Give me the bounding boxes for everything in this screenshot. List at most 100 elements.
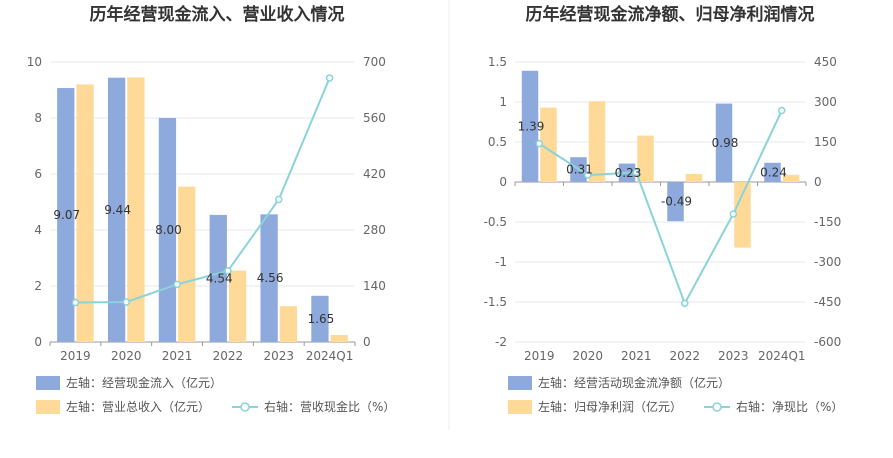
legend-line-marker <box>240 402 250 412</box>
bar-data-label: 0.98 <box>712 136 739 150</box>
left-axis-tick-label: -1 <box>495 255 507 269</box>
x-axis-tick-label: 2020 <box>111 349 142 363</box>
bar-secondary <box>588 101 606 182</box>
right-axis-tick-label: 560 <box>363 111 386 125</box>
ratio-point <box>729 210 737 218</box>
x-axis-tick-label: 2023 <box>263 349 294 363</box>
x-axis-tick-label: 2023 <box>718 349 749 363</box>
left-axis-tick-label: 2 <box>34 279 42 293</box>
bar-data-label: 9.07 <box>53 208 80 222</box>
bar-primary <box>764 162 781 182</box>
right-axis-tick-label: 0 <box>363 335 371 349</box>
left-axis-tick-label: 0.5 <box>488 135 507 149</box>
bar-primary <box>311 295 329 342</box>
right-axis-tick-label: 0 <box>814 175 822 189</box>
bar-data-label: 0.23 <box>615 166 642 180</box>
left-axis-tick-label: 1 <box>499 95 507 109</box>
right-axis-tick-label: 150 <box>814 135 837 149</box>
legend-label: 右轴：净现比（%） <box>736 399 843 414</box>
legend-swatch <box>36 400 60 414</box>
bar-primary <box>715 103 733 182</box>
legend-label: 右轴：营收现金比（%） <box>264 399 395 414</box>
bar-primary <box>57 88 75 342</box>
bar-data-label: -0.49 <box>661 195 692 209</box>
x-axis-tick-label: 2019 <box>524 349 555 363</box>
x-axis-tick-label: 2024Q1 <box>306 349 354 363</box>
ratio-point <box>275 195 283 204</box>
x-axis-tick-label: 2019 <box>60 349 91 363</box>
bar-primary <box>260 214 278 342</box>
legend-label: 左轴：营业总收入（亿元） <box>66 399 210 414</box>
ratio-point <box>681 299 689 308</box>
bar-secondary <box>685 174 703 182</box>
bar-primary <box>667 182 684 222</box>
bar-secondary <box>637 135 654 182</box>
bar-secondary <box>782 174 800 182</box>
bar-primary <box>107 77 126 343</box>
right-axis-tick-label: 280 <box>363 223 386 237</box>
ratio-point <box>71 298 80 307</box>
x-axis-tick-label: 2022 <box>213 349 244 363</box>
bar-data-label: 0.31 <box>566 163 593 177</box>
bar-data-label: 4.56 <box>257 271 284 285</box>
bar-secondary <box>279 306 298 342</box>
bar-secondary <box>734 182 751 248</box>
legend-swatch <box>508 376 532 390</box>
bar-primary <box>521 70 539 182</box>
ratio-point <box>325 74 334 82</box>
left-axis-tick-label: -0.5 <box>484 215 507 229</box>
bar-data-label: 1.39 <box>518 119 545 133</box>
bar-secondary <box>540 107 557 182</box>
right-axis-tick-label: 140 <box>363 279 386 293</box>
left-axis-tick-label: 0 <box>499 175 507 189</box>
left-axis-tick-label: 1.5 <box>488 55 507 69</box>
right-axis-tick-label: 420 <box>363 167 386 181</box>
left-axis-tick-label: -1.5 <box>484 295 507 309</box>
legend-label: 左轴：经营活动现金流净额（亿元） <box>538 375 730 390</box>
legend-swatch <box>36 376 60 390</box>
legend-label: 左轴：经营现金流入（亿元） <box>66 375 222 390</box>
legend-line-marker <box>712 402 722 412</box>
right-axis-tick-label: -150 <box>814 215 841 229</box>
bar-secondary <box>76 84 94 343</box>
right-axis-tick-label: 300 <box>814 95 837 109</box>
chart-1: 历年经营现金流入、营业收入情况 0 2 4 6 8 10 0 140 280 420 560 700 20… <box>27 4 395 414</box>
bar-data-label: 1.65 <box>308 312 335 326</box>
ratio-point <box>632 168 640 177</box>
bar-data-label: 0.24 <box>760 165 787 179</box>
chart-title: 历年经营现金流净额、归母净利润情况 <box>526 4 815 25</box>
x-axis-tick-label: 2020 <box>572 349 603 363</box>
bar-data-label: 8.00 <box>155 223 182 237</box>
left-axis-tick-label: 4 <box>34 223 42 237</box>
left-axis-tick-label: 8 <box>34 111 42 125</box>
ratio-point <box>173 280 181 289</box>
bar-secondary <box>127 77 145 343</box>
left-axis-tick-label: 6 <box>34 167 42 181</box>
legend-label: 左轴：归母净利润（亿元） <box>538 399 682 414</box>
right-axis-tick-label: 700 <box>363 55 386 69</box>
bar-data-label: 4.54 <box>206 271 233 285</box>
x-axis-tick-label: 2021 <box>621 349 652 363</box>
left-axis-tick-label: 0 <box>34 335 42 349</box>
right-axis-tick-label: 450 <box>814 55 837 69</box>
bar-data-label: 9.44 <box>104 203 131 217</box>
ratio-line <box>538 110 783 306</box>
ratio-line <box>75 77 331 304</box>
x-axis-tick-label: 2021 <box>162 349 193 363</box>
bar-secondary <box>228 270 247 342</box>
ratio-point <box>122 298 130 306</box>
x-axis-tick-label: 2022 <box>669 349 700 363</box>
x-axis-tick-label: 2024Q1 <box>758 349 806 363</box>
ratio-point <box>778 106 786 115</box>
right-axis-tick-label: -450 <box>814 295 841 309</box>
chart-title: 历年经营现金流入、营业收入情况 <box>90 4 345 25</box>
left-axis-tick-label: 10 <box>27 55 42 69</box>
legend-swatch <box>508 400 532 414</box>
right-axis-tick-label: -600 <box>814 335 841 349</box>
bar-primary <box>209 214 227 342</box>
bar-secondary <box>330 335 348 342</box>
left-axis-tick-label: -2 <box>495 335 507 349</box>
right-axis-tick-label: -300 <box>814 255 841 269</box>
